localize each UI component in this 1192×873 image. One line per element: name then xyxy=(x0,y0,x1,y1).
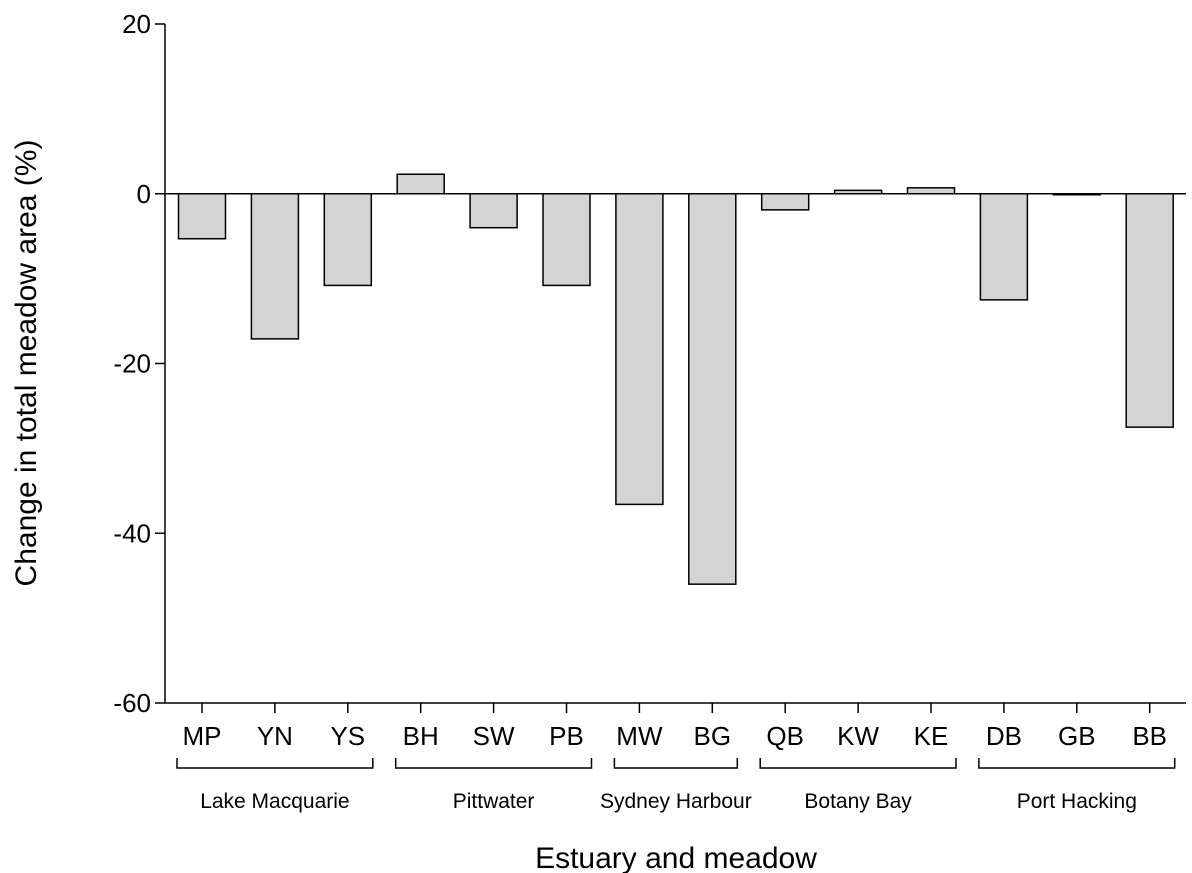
x-tick-label-kw: KW xyxy=(837,721,879,751)
bar-sw xyxy=(469,193,518,229)
group-label: Sydney Harbour xyxy=(600,790,752,813)
y-tick-label: 20 xyxy=(122,9,151,39)
x-tick-label-qb: QB xyxy=(766,721,804,751)
y-axis-title: Change in total meadow area (%) xyxy=(10,140,43,587)
bar-db xyxy=(979,193,1029,301)
bar-bb xyxy=(1125,193,1174,428)
bar-bg xyxy=(688,193,737,585)
bar-qb xyxy=(760,193,810,211)
bar-bh xyxy=(396,173,445,195)
x-tick-label-yn: YN xyxy=(257,721,293,751)
group-label: Pittwater xyxy=(453,790,535,813)
group-label: Botany Bay xyxy=(804,790,912,813)
group-bracket xyxy=(394,758,593,769)
y-tick-label: 0 xyxy=(137,179,151,209)
group-bracket xyxy=(613,758,739,769)
bar-mp xyxy=(177,193,227,240)
bar-yn xyxy=(250,193,300,340)
bar-pb xyxy=(542,193,591,287)
y-tick-label: -60 xyxy=(113,688,151,718)
x-tick-label-bg: BG xyxy=(694,721,732,751)
group-bracket xyxy=(978,758,1176,769)
y-tick-label: -40 xyxy=(113,518,151,548)
x-tick-label-ke: KE xyxy=(914,721,949,751)
y-tick-label: -20 xyxy=(113,349,151,379)
group-bracket xyxy=(176,758,374,769)
x-tick-label-sw: SW xyxy=(473,721,515,751)
x-tick-label-mw: MW xyxy=(616,721,663,751)
x-tick-label-ys: YS xyxy=(330,721,365,751)
group-bracket xyxy=(759,758,957,769)
plot-area: 20 0 -20 -40 -60 MP YN YS BH SW PB MW BG QB KW KE DB GB BB… xyxy=(113,9,1186,813)
bar-mw xyxy=(615,193,664,506)
bar-ys xyxy=(323,193,373,287)
group-label: Port Hacking xyxy=(1017,790,1137,813)
group-label: Lake Macquarie xyxy=(200,790,349,813)
x-tick-label-gb: GB xyxy=(1058,721,1096,751)
x-axis-title: Estuary and meadow xyxy=(535,842,817,873)
x-tick-label-pb: PB xyxy=(549,721,584,751)
x-tick-label-mp: MP xyxy=(183,721,222,751)
x-tick-label-bh: BH xyxy=(403,721,439,751)
x-tick-label-db: DB xyxy=(986,721,1022,751)
bar-ke xyxy=(906,187,956,195)
x-tick-label-bb: BB xyxy=(1132,721,1167,751)
